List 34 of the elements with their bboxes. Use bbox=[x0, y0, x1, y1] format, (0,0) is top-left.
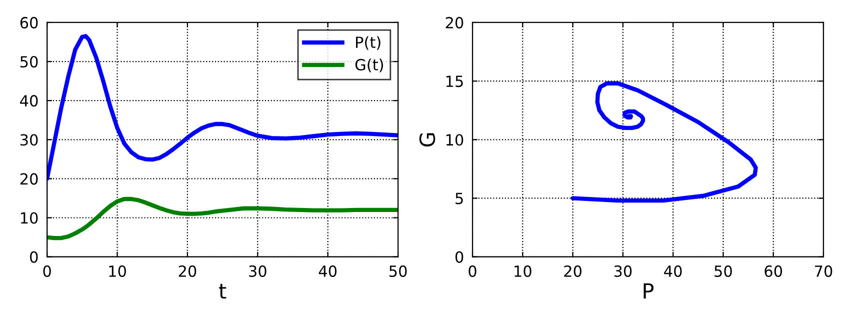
y-tick-label: 5 bbox=[456, 192, 463, 204]
line-series bbox=[570, 81, 758, 203]
y-axis-title: G bbox=[419, 133, 436, 147]
x-tick-label: 10 bbox=[514, 265, 532, 277]
x-axis-title: P bbox=[644, 283, 654, 299]
x-tick-label: 50 bbox=[390, 265, 407, 277]
x-tick-label: 0 bbox=[43, 265, 51, 277]
legend-label: P(t) bbox=[356, 36, 380, 50]
x-tick-label: 30 bbox=[249, 265, 266, 277]
x-tick-label: 30 bbox=[614, 265, 632, 277]
x-axis-title: t bbox=[219, 284, 226, 299]
x-tick-label: 50 bbox=[714, 265, 732, 277]
y-tick-label: 30 bbox=[20, 134, 38, 146]
y-tick-label: 60 bbox=[20, 16, 38, 28]
y-tick-label: 0 bbox=[455, 251, 464, 263]
y-tick-label: 10 bbox=[20, 212, 38, 224]
x-tick-label: 60 bbox=[764, 265, 782, 277]
x-tick-label: 70 bbox=[815, 265, 832, 277]
line-series bbox=[47, 34, 398, 181]
x-tick-label: 40 bbox=[318, 265, 337, 277]
y-tick-label: 0 bbox=[30, 251, 38, 263]
y-tick-label: 50 bbox=[20, 56, 38, 68]
x-tick-label: 0 bbox=[468, 265, 476, 277]
x-tick-label: 20 bbox=[564, 265, 582, 277]
y-tick-label: 10 bbox=[446, 134, 464, 146]
legend-label: G(t) bbox=[355, 58, 383, 72]
x-tick-label: 10 bbox=[109, 265, 126, 277]
y-tick-label: 20 bbox=[446, 16, 464, 28]
x-tick-label: 20 bbox=[178, 265, 196, 277]
y-tick-label: 20 bbox=[20, 173, 38, 185]
x-tick-label: 40 bbox=[664, 265, 682, 277]
y-tick-label: 40 bbox=[20, 95, 38, 107]
y-tick-label: 15 bbox=[446, 76, 463, 88]
line-series bbox=[47, 196, 398, 240]
